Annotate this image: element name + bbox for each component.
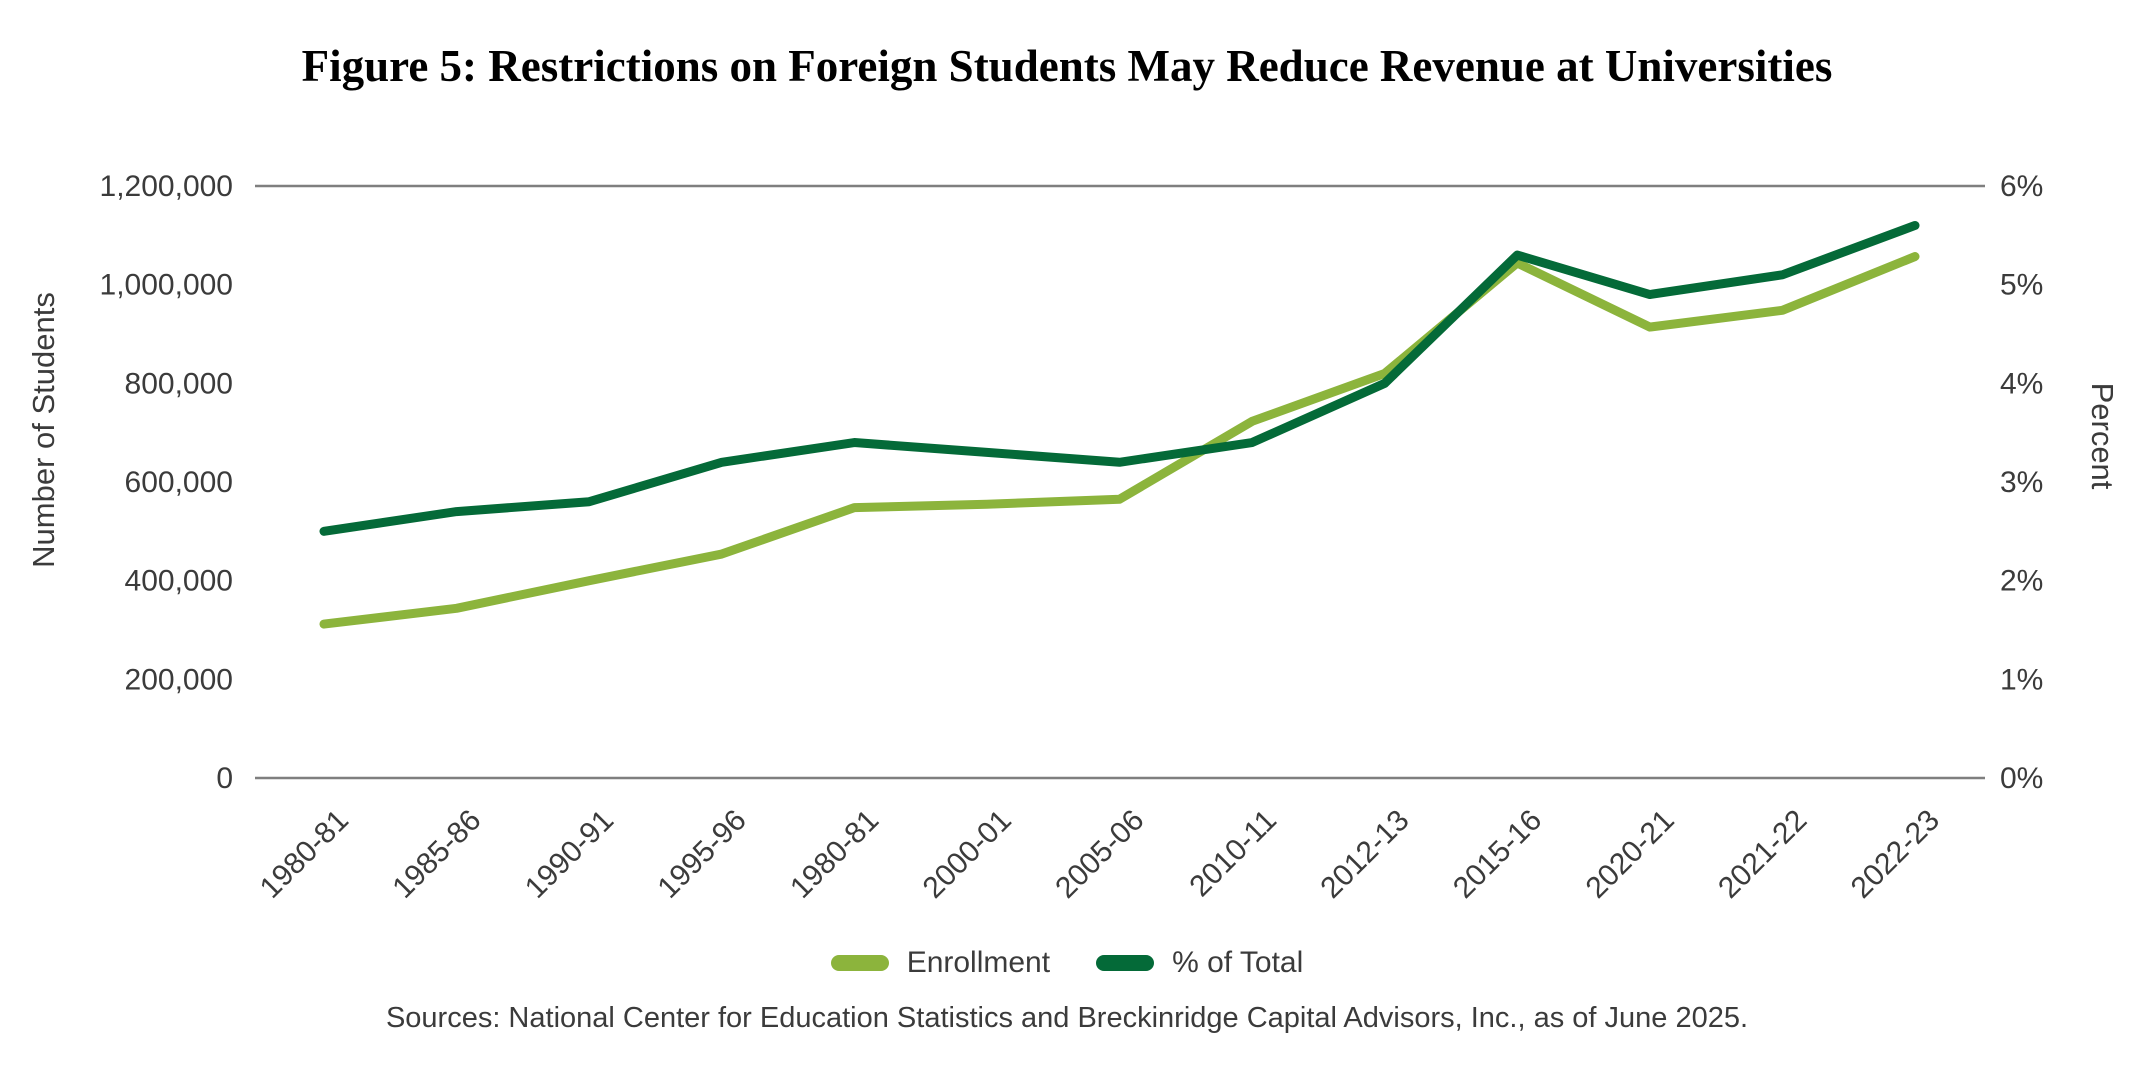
svg-text:600,000: 600,000	[125, 466, 233, 499]
legend-item-pct-of-total: % of Total	[1096, 946, 1303, 980]
pct-of-total-swatch-icon	[1096, 955, 1155, 971]
svg-text:1985-86: 1985-86	[386, 804, 487, 905]
svg-text:1980-81: 1980-81	[254, 804, 355, 905]
svg-text:400,000: 400,000	[125, 565, 233, 598]
svg-text:2005-06: 2005-06	[1049, 804, 1150, 905]
svg-text:2%: 2%	[2000, 565, 2043, 598]
svg-text:5%: 5%	[2000, 269, 2043, 302]
svg-text:0%: 0%	[2000, 762, 2043, 795]
legend-label-pct-of-total: % of Total	[1172, 946, 1304, 979]
y-axis-left-tick-labels: 1,200,000 1,000,000 800,000 600,000 400,000 2…	[100, 170, 233, 795]
legend-label-enrollment: Enrollment	[906, 946, 1051, 979]
y-axis-left-title: Number of Students	[26, 292, 61, 568]
svg-text:3%: 3%	[2000, 466, 2043, 499]
pct-of-total-line	[319, 220, 1920, 536]
svg-text:6%: 6%	[2000, 170, 2043, 203]
legend-item-enrollment: Enrollment	[830, 946, 1051, 980]
svg-text:1980-81: 1980-81	[784, 804, 885, 905]
svg-text:4%: 4%	[2000, 367, 2043, 400]
chart-legend: Enrollment % of Total	[0, 946, 2134, 980]
svg-text:2015-16: 2015-16	[1447, 804, 1548, 905]
svg-text:2021-22: 2021-22	[1712, 804, 1813, 905]
svg-text:1990-91: 1990-91	[519, 804, 620, 905]
svg-text:2010-11: 2010-11	[1183, 804, 1283, 904]
svg-text:1,200,000: 1,200,000	[100, 170, 233, 203]
source-note: Sources: National Center for Education S…	[385, 1002, 1749, 1034]
svg-text:2020-21: 2020-21	[1580, 804, 1681, 905]
svg-text:2000-01: 2000-01	[917, 804, 1018, 905]
x-axis-tick-labels: 1980-81 1985-86 1990-91 1995-96 1980-81 2000-…	[254, 804, 1946, 905]
figure-title: Figure 5: Restrictions on Foreign Studen…	[301, 41, 1833, 91]
svg-text:2012-13: 2012-13	[1314, 804, 1415, 905]
enrollment-swatch-icon	[830, 955, 889, 971]
svg-text:200,000: 200,000	[125, 663, 233, 696]
enrollment-line	[319, 252, 1920, 629]
svg-text:800,000: 800,000	[125, 367, 233, 400]
y-axis-right-tick-labels: 6% 5% 4% 3% 2% 1% 0%	[2000, 170, 2043, 795]
svg-text:1,000,000: 1,000,000	[100, 269, 233, 302]
svg-text:1%: 1%	[2000, 663, 2043, 696]
gridlines	[255, 184, 1985, 780]
svg-text:2022-23: 2022-23	[1845, 804, 1946, 905]
y-axis-right-title: Percent	[2085, 383, 2120, 490]
svg-text:0: 0	[216, 762, 233, 795]
svg-text:1995-96: 1995-96	[652, 804, 753, 905]
